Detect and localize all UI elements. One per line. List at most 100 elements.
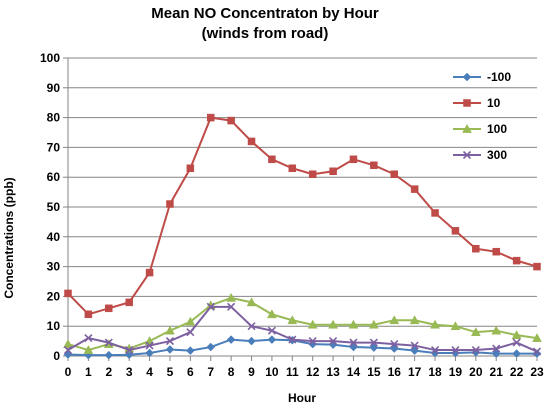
x-tick-label: 9 xyxy=(248,365,255,379)
x-tick-label: 6 xyxy=(187,365,194,379)
data-point xyxy=(63,345,73,355)
x-marker-stroke xyxy=(206,302,215,311)
data-point xyxy=(267,326,276,335)
x-marker-stroke xyxy=(267,326,276,335)
x-tick-label: 19 xyxy=(449,365,463,379)
x-marker-stroke xyxy=(462,150,472,160)
data-point xyxy=(512,338,521,347)
x-marker-stroke xyxy=(492,344,501,353)
y-tick-label: 50 xyxy=(47,200,61,214)
x-marker-stroke xyxy=(329,337,338,346)
data-point xyxy=(409,315,420,325)
data-point xyxy=(369,338,378,347)
data-point xyxy=(410,341,419,350)
data-point xyxy=(105,304,113,313)
legend-swatch-marker xyxy=(462,123,472,133)
data-point xyxy=(226,335,236,344)
data-point xyxy=(308,170,317,178)
series-line xyxy=(67,305,538,353)
data-point xyxy=(410,185,419,193)
x-tick-label: 14 xyxy=(347,365,361,379)
x-marker-stroke xyxy=(451,345,460,355)
legend-swatch-marker xyxy=(462,150,472,160)
legend-label: 300 xyxy=(487,148,507,162)
data-point xyxy=(84,334,93,343)
data-point xyxy=(145,268,154,277)
x-tick-label: 0 xyxy=(65,365,72,379)
x-tick-label: 8 xyxy=(228,365,235,379)
x-tick-label: 15 xyxy=(367,365,381,379)
data-point xyxy=(84,310,93,319)
data-point xyxy=(430,319,440,329)
y-tick-label: 100 xyxy=(40,51,60,65)
chart-subtitle: (winds from road) xyxy=(202,25,329,42)
x-marker-stroke xyxy=(165,337,175,346)
x-marker-stroke xyxy=(369,338,378,347)
x-tick-label: 17 xyxy=(408,365,422,379)
x-marker-stroke xyxy=(390,340,399,349)
data-point xyxy=(185,316,196,326)
data-point xyxy=(206,113,215,122)
x-tick-label: 7 xyxy=(207,365,214,379)
data-point xyxy=(266,309,277,319)
data-point xyxy=(288,164,297,173)
data-point xyxy=(165,325,175,335)
data-point xyxy=(206,342,216,352)
x-marker-stroke xyxy=(84,334,93,343)
data-point xyxy=(329,167,337,175)
y-tick-label: 70 xyxy=(47,140,61,154)
legend: -100 10 100 300 xyxy=(453,70,511,162)
data-point xyxy=(63,339,73,348)
x-marker-stroke xyxy=(308,337,317,346)
data-point xyxy=(104,338,113,347)
x-tick-label: 16 xyxy=(388,365,402,379)
data-point xyxy=(492,247,500,256)
data-point xyxy=(512,256,521,265)
x-tick-label: 22 xyxy=(510,365,524,379)
data-point xyxy=(186,328,195,337)
series-group xyxy=(63,113,542,360)
x-tick-label: 4 xyxy=(146,365,153,379)
legend-item: 10 xyxy=(453,96,501,110)
data-point xyxy=(328,319,339,329)
x-marker-stroke xyxy=(247,322,256,331)
legend-swatch-marker xyxy=(462,72,472,82)
data-point xyxy=(125,298,133,307)
x-tick-label: 11 xyxy=(286,365,299,379)
x-tick-label: 12 xyxy=(306,365,320,379)
x-tick-label: 3 xyxy=(126,365,133,379)
legend-label: -100 xyxy=(487,70,511,84)
x-marker-stroke xyxy=(63,345,73,355)
y-tick-label: 30 xyxy=(47,260,61,274)
data-point xyxy=(227,302,236,311)
data-point xyxy=(348,319,359,329)
chart-title: Mean NO Concentraton by Hour xyxy=(151,5,379,22)
data-point xyxy=(532,333,542,342)
data-point xyxy=(349,338,358,347)
x-marker-stroke xyxy=(471,345,480,355)
x-marker-stroke xyxy=(532,347,542,356)
legend-label: 10 xyxy=(487,96,501,110)
series-10 xyxy=(64,113,541,319)
data-point xyxy=(308,337,317,346)
data-point xyxy=(512,349,521,358)
data-point xyxy=(329,337,338,346)
data-point xyxy=(166,200,174,208)
y-tick-label: 0 xyxy=(53,349,60,363)
x-marker-stroke xyxy=(227,302,236,311)
x-marker-stroke xyxy=(145,341,154,350)
data-point xyxy=(246,297,257,307)
data-point xyxy=(145,341,154,350)
data-point xyxy=(368,319,379,329)
data-point xyxy=(247,137,256,146)
x-marker-stroke xyxy=(125,345,134,355)
legend-item: 300 xyxy=(453,148,507,162)
x-tick-label: 10 xyxy=(265,365,279,379)
data-point xyxy=(226,292,237,302)
data-point xyxy=(470,327,481,337)
data-point xyxy=(390,340,399,349)
data-point xyxy=(227,116,235,125)
data-point xyxy=(430,345,440,355)
